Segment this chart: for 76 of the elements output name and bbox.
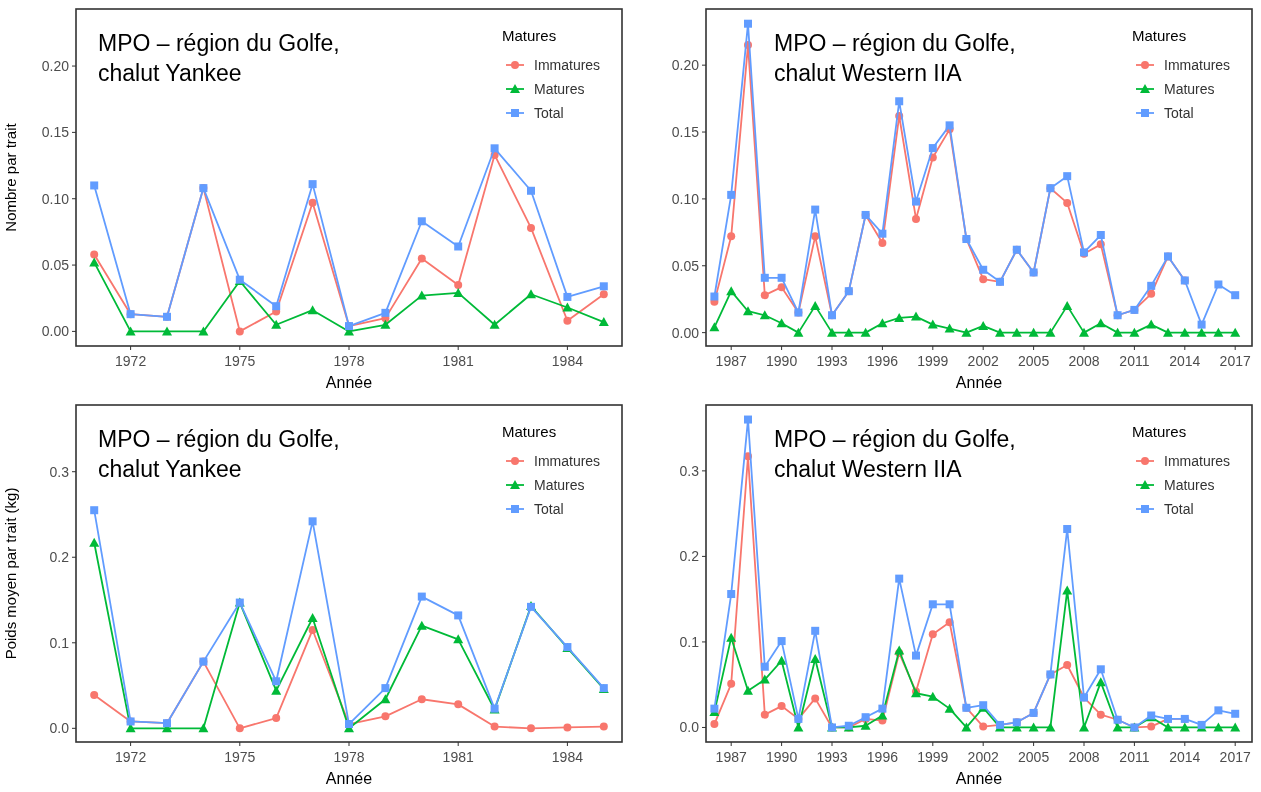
x-tick-label: 1996 [866, 749, 899, 765]
legend-label: Total [534, 104, 564, 121]
legend-title: Matures [502, 423, 557, 440]
y-tick-label: 0.05 [671, 257, 700, 274]
legend-label: Total [1164, 500, 1194, 517]
x-tick-label: 1978 [333, 353, 365, 369]
y-tick-label: 0.2 [679, 548, 700, 565]
y-axis-title: Nombre par trait [2, 122, 19, 232]
y-axis-title: Poids moyen par trait (kg) [2, 487, 19, 660]
y-tick-label: 0.10 [671, 190, 700, 207]
x-tick-label: 2011 [1119, 749, 1150, 765]
y-tick-label: 0.0 [49, 720, 70, 737]
legend-label: Matures [1164, 80, 1215, 97]
x-tick-label: 2005 [1018, 749, 1050, 765]
y-tick-label: 0.3 [49, 463, 70, 480]
x-tick-label: 2002 [967, 749, 999, 765]
legend-title: Matures [1132, 27, 1187, 44]
legend-label: Matures [534, 80, 585, 97]
text: MPO – région du Golfe, chalut Yankee [98, 426, 340, 482]
legend-label: Immatures [534, 452, 601, 469]
x-tick-label: 1999 [917, 353, 949, 369]
x-axis-title: Année [325, 374, 373, 391]
x-tick-label: 2014 [1169, 749, 1201, 765]
x-tick-label: 1975 [224, 353, 256, 369]
x-tick-label: 1984 [551, 353, 584, 369]
y-tick-label: 0.15 [671, 123, 700, 140]
x-tick-label: 1972 [115, 749, 147, 765]
legend-title: Matures [502, 27, 557, 44]
x-tick-label: 1987 [715, 353, 747, 369]
x-tick-label: 1999 [917, 749, 949, 765]
x-axis-title: Année [325, 770, 373, 787]
x-tick-label: 2011 [1119, 353, 1150, 369]
y-tick-label: 0.20 [41, 57, 70, 74]
x-tick-label: 1990 [766, 749, 798, 765]
x-tick-label: 1993 [816, 749, 848, 765]
x-tick-label: 2005 [1018, 353, 1050, 369]
x-tick-label: 1978 [333, 749, 365, 765]
text: MPO – région du Golfe, chalut Western IIA [774, 426, 1016, 482]
legend-title: Matures [1132, 423, 1187, 440]
x-axis-title: Année [955, 374, 1003, 391]
legend-label: Total [1164, 104, 1194, 121]
legend-label: Total [534, 500, 564, 517]
x-axis-title: Année [955, 770, 1003, 787]
y-tick-label: 0.3 [679, 462, 700, 479]
x-tick-label: 1975 [224, 749, 256, 765]
legend-label: Immatures [1164, 56, 1231, 73]
y-tick-label: 0.20 [671, 57, 700, 74]
x-tick-label: 1987 [715, 749, 747, 765]
y-tick-label: 0.2 [49, 549, 70, 566]
y-tick-label: 0.00 [41, 323, 70, 340]
x-tick-label: 2017 [1219, 749, 1251, 765]
legend-label: Immatures [534, 56, 601, 73]
x-tick-label: 2008 [1068, 749, 1100, 765]
y-tick-label: 0.00 [671, 324, 700, 341]
x-tick-label: 1990 [766, 353, 798, 369]
legend-label: Matures [1164, 476, 1215, 493]
legend-label: Matures [534, 476, 585, 493]
x-tick-label: 2014 [1169, 353, 1201, 369]
x-tick-label: 1996 [866, 353, 899, 369]
text: MPO – région du Golfe, chalut Yankee [98, 30, 340, 86]
y-tick-label: 0.1 [49, 634, 70, 651]
x-tick-label: 1993 [816, 353, 848, 369]
y-tick-label: 0.0 [679, 719, 700, 736]
x-tick-label: 1981 [442, 353, 474, 369]
text: MPO – région du Golfe, chalut Western IIA [774, 30, 1016, 86]
y-tick-label: 0.10 [41, 190, 70, 207]
x-tick-label: 2017 [1219, 353, 1251, 369]
x-tick-label: 2008 [1068, 353, 1100, 369]
legend-label: Immatures [1164, 452, 1231, 469]
x-tick-label: 2002 [967, 353, 999, 369]
x-tick-label: 1981 [442, 749, 474, 765]
x-tick-label: 1984 [551, 749, 584, 765]
y-tick-label: 0.1 [679, 633, 700, 650]
y-tick-label: 0.15 [41, 124, 70, 141]
x-tick-label: 1972 [115, 353, 147, 369]
y-tick-label: 0.05 [41, 256, 70, 273]
